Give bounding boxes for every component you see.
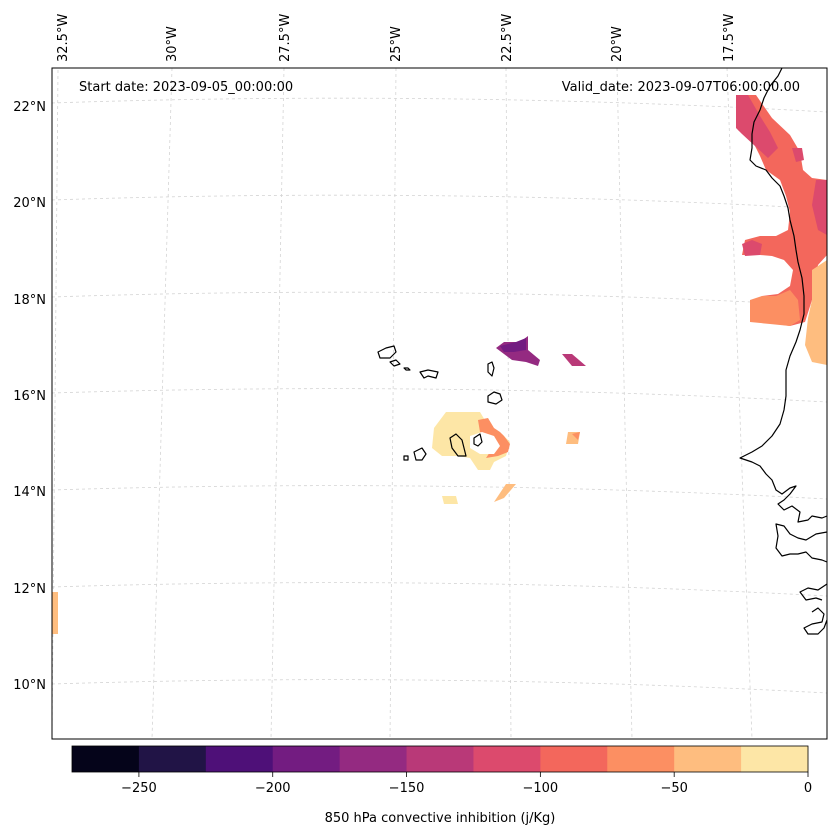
island-maio — [473, 433, 483, 447]
gridline-lon-17-5w — [726, 67, 753, 740]
lat-label-20n: 20°N — [13, 196, 46, 211]
gridline-lon-27-5w — [270, 67, 285, 740]
colorbar-swatch — [138, 746, 207, 772]
colorbar-tick-label: −50 — [660, 781, 687, 796]
colorbar-swatch — [741, 746, 809, 772]
colorbar-swatch — [406, 746, 474, 772]
lat-label-16n: 16°N — [13, 389, 46, 404]
start-date-label: Start date: 2023-09-05_00:00:00 — [79, 80, 293, 95]
lon-label-25w: 25°W — [389, 26, 404, 62]
colorbar-frame — [71, 745, 809, 773]
cin-patch-magenta — [562, 354, 586, 366]
cin-coastal-band-east — [812, 180, 827, 235]
lon-label-32-5w: 32.5°W — [56, 14, 71, 62]
latitude-labels: 22°N 20°N 18°N 16°N 14°N 12°N 10°N — [13, 100, 46, 693]
gridline-lat-18n — [51, 291, 828, 307]
cin-contours — [52, 95, 827, 634]
colorbar-swatch — [339, 746, 408, 772]
gridline-lon-30w — [151, 67, 173, 740]
colorbar-tick-label: −200 — [255, 781, 291, 796]
island-santiago — [449, 433, 467, 457]
lat-label-22n: 22°N — [13, 100, 46, 115]
island-boa-vista — [487, 391, 503, 405]
island-santo-antao — [377, 345, 397, 359]
island-sal — [487, 361, 495, 377]
cin-island-hole — [470, 432, 500, 454]
island-sao-nicolau — [419, 369, 439, 379]
gridline-lat-20n — [51, 194, 828, 210]
colorbar: −250 −200 −150 −100 −50 0 850 hPa convective … — [71, 745, 812, 826]
lat-label-10n: 10°N — [13, 678, 46, 693]
colorbar-swatches — [72, 746, 809, 772]
colorbar-label: 850 hPa convective inhibition (j/Kg) — [325, 811, 556, 826]
colorbar-swatch — [607, 746, 675, 772]
colorbar-tick-label: −250 — [121, 781, 157, 796]
lat-label-12n: 12°N — [13, 582, 46, 597]
colorbar-swatch — [272, 746, 341, 772]
coastline-west-africa — [739, 67, 828, 635]
gridline-lat-16n — [51, 388, 828, 403]
gridline-lat-12n — [51, 582, 828, 597]
cin-coastal-band-inner — [736, 95, 778, 158]
colorbar-swatch — [674, 746, 742, 772]
lon-label-17-5w: 17.5°W — [722, 14, 737, 62]
gridline-lon-25w — [389, 67, 397, 740]
colorbar-tick-label: 0 — [804, 781, 812, 796]
cin-small-patch-south — [494, 484, 516, 502]
lat-label-14n: 14°N — [13, 485, 46, 500]
lon-label-30w: 30°W — [165, 26, 180, 62]
coastlines — [377, 67, 828, 635]
colorbar-swatch — [473, 746, 541, 772]
lon-label-20w: 20°W — [610, 26, 625, 62]
gridline-lat-10n — [51, 679, 828, 694]
island-santa-luzia — [403, 367, 411, 371]
gridline-lat-14n — [51, 485, 828, 500]
gridline-lat-22n — [51, 97, 828, 113]
cin-coastal-band-outer — [736, 95, 827, 326]
colorbar-tick-label: −150 — [389, 781, 425, 796]
cin-coastal-band-west-lobe — [742, 240, 762, 256]
cin-patch-purple-dark — [500, 338, 526, 352]
lat-label-18n: 18°N — [13, 293, 46, 308]
colorbar-swatch — [540, 746, 608, 772]
cin-small-patch-southwest — [442, 496, 458, 504]
cin-coastal-lower-lobe — [750, 290, 800, 326]
colorbar-swatch — [205, 746, 274, 772]
map-gridlines — [51, 67, 828, 740]
cin-coastal-pale-edge — [805, 260, 827, 365]
map-panel: Start date: 2023-09-05_00:00:00 Valid_da… — [51, 67, 828, 740]
island-fogo — [413, 447, 427, 461]
gridline-lon-22-5w — [505, 67, 512, 740]
map-frame — [51, 67, 828, 740]
valid-date-label: Valid_date: 2023-09-07T06:00:00.00 — [562, 80, 800, 95]
cin-west-edge-patch — [52, 592, 58, 634]
lon-label-27-5w: 27.5°W — [278, 14, 293, 62]
island-brava — [403, 455, 409, 461]
cin-coastal-band-north-dark — [792, 148, 804, 162]
colorbar-ticks: −250 −200 −150 −100 −50 0 — [121, 772, 812, 796]
gridline-lon-20w — [616, 67, 633, 740]
map-background — [52, 68, 827, 739]
island-sao-vicente — [389, 359, 401, 367]
longitude-labels: 32.5°W 30°W 27.5°W 25°W 22.5°W 20°W 17.5… — [56, 14, 737, 62]
colorbar-swatch — [72, 746, 140, 772]
colorbar-tick-label: −100 — [523, 781, 559, 796]
cin-small-patch-east-dark — [572, 432, 580, 440]
lon-label-22-5w: 22.5°W — [500, 14, 515, 62]
